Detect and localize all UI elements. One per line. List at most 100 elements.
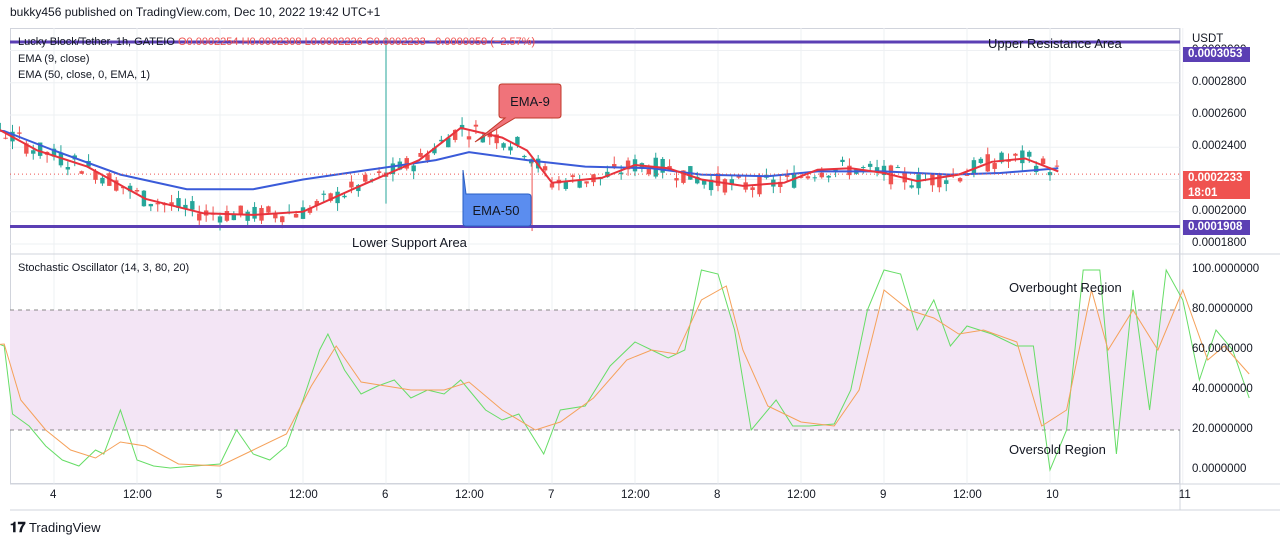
candle-body (722, 179, 728, 193)
time-tick-label: 12:00 (621, 489, 650, 501)
stoch-tick-label: 20.0000000 (1192, 423, 1253, 435)
candle-body (494, 134, 499, 144)
candle-body (169, 202, 174, 206)
candle-body (321, 193, 326, 195)
candle-body (155, 203, 160, 205)
candle-body (660, 158, 665, 173)
candle-body (273, 213, 278, 219)
candle-body (176, 198, 181, 208)
candle-body (17, 132, 22, 134)
candle-body (390, 163, 396, 174)
candle-body (314, 200, 320, 206)
candle-body (501, 143, 506, 148)
candle-body (577, 180, 582, 188)
oversold-label: Oversold Region (1009, 442, 1106, 457)
legend-ema9: EMA (9, close) (18, 53, 90, 65)
candle-body (736, 176, 741, 178)
ema50-line (0, 129, 1059, 191)
candle-body (812, 177, 818, 179)
time-tick-label: 7 (548, 489, 555, 501)
candle-body (404, 158, 409, 169)
candle-body (542, 166, 548, 171)
time-tick-label: 12:00 (289, 489, 318, 501)
ema9-callout-text: EMA-9 (510, 94, 550, 109)
candle-body (446, 137, 451, 148)
candle-body (1027, 151, 1032, 157)
candle-body (701, 180, 707, 185)
candle-body (750, 187, 755, 191)
candle-body (584, 181, 589, 184)
legend-ohlc: O0.0002254 H0.0002308 L0.0002226 C0.0002… (177, 36, 536, 48)
price-tick-label: 0.0002000 (1192, 204, 1247, 217)
candle-body (293, 213, 299, 218)
stoch-band-fill (10, 310, 1180, 430)
candle-body (909, 185, 914, 188)
candle-body (570, 175, 575, 177)
time-tick-label: 12:00 (455, 489, 484, 501)
candle-body (895, 167, 901, 169)
candle-body (183, 204, 188, 209)
candle-body (300, 207, 306, 219)
candle-body (24, 143, 29, 154)
candle-body (31, 150, 36, 154)
candle-body (563, 181, 569, 189)
legend-ema50: EMA (50, close, 0, EMA, 1) (18, 69, 151, 81)
time-tick-label: 5 (216, 489, 223, 501)
time-tick-label: 11 (1178, 489, 1191, 501)
candle-body (861, 167, 866, 169)
candle-body (992, 163, 997, 169)
candle-body (937, 174, 942, 188)
legend-symbol: Lucky Block/Tether, 1h, GATEIO (18, 36, 175, 48)
candle-body (1047, 172, 1053, 176)
candle-body (280, 216, 285, 223)
candle-body (778, 181, 783, 187)
stoch-k-line (0, 268, 1250, 472)
candle-body (681, 170, 686, 183)
legend-symbol-row: Lucky Block/Tether, 1h, GATEIO O0.000225… (18, 36, 535, 48)
published-header: bukky456 published on TradingView.com, D… (10, 5, 381, 19)
footer-brand-text: TradingView (28, 520, 101, 535)
candle-body (439, 139, 444, 142)
current-price-badge: 0.0002233 18:01 (1183, 171, 1250, 199)
candle-body (224, 211, 230, 221)
candle-body (840, 159, 845, 163)
candle-body (127, 185, 133, 192)
candle-body (930, 174, 935, 186)
candle-body (874, 167, 880, 171)
candle-body (425, 154, 430, 161)
time-tick-label: 10 (1046, 489, 1059, 501)
current-price-value: 0.0002233 (1188, 172, 1243, 184)
candle-body (252, 206, 257, 219)
candle-body (618, 172, 624, 175)
candle-body (466, 136, 472, 140)
candle-body (715, 173, 721, 186)
time-tick-label: 4 (50, 489, 57, 501)
candle-body (418, 152, 423, 157)
candle-body (245, 211, 250, 221)
ema9-line (0, 126, 1059, 216)
price-tick-label: 0.0002400 (1192, 140, 1247, 153)
candle-body (452, 129, 458, 140)
price-tick-label: 0.0002800 (1192, 75, 1247, 88)
candle-body (93, 171, 98, 180)
ema50-callout-text: EMA-50 (473, 203, 520, 218)
candle-body (266, 206, 271, 213)
time-tick-label: 8 (714, 489, 721, 501)
footer-brand[interactable]: 𝟏𝟕 TradingView (10, 519, 101, 536)
candle-body (971, 160, 977, 175)
candle-body (1020, 150, 1025, 164)
candle-body (217, 216, 223, 223)
countdown-timer: 18:01 (1188, 187, 1218, 199)
time-tick-label: 12:00 (787, 489, 816, 501)
candle-body (819, 172, 824, 178)
candle-body (231, 213, 237, 221)
candle-body (944, 180, 949, 184)
candle-body (695, 176, 700, 184)
candle-body (3, 137, 8, 139)
candle-body (0, 122, 1, 131)
candle-body (480, 136, 486, 143)
time-tick-label: 9 (880, 489, 887, 501)
candle-body (134, 190, 140, 192)
candle-body (349, 181, 354, 188)
